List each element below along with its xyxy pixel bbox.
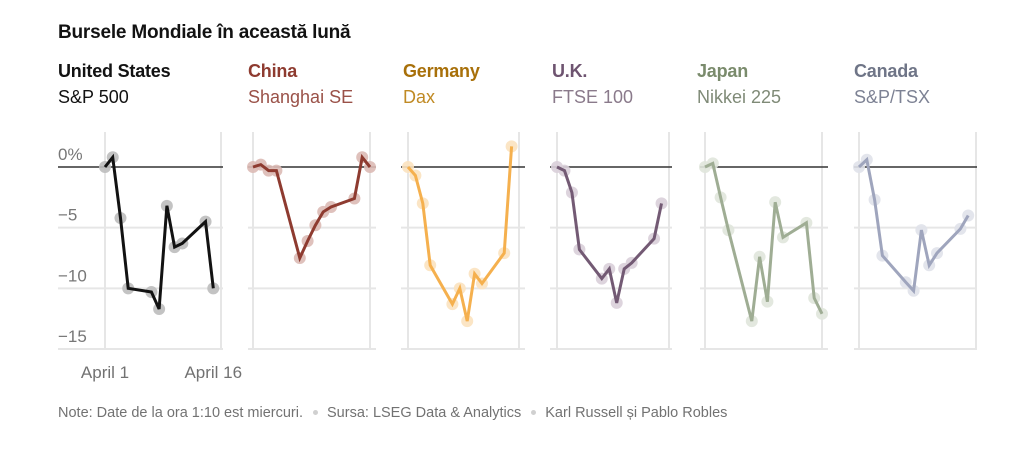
footer: Note: Date de la ora 1:10 est miercuri. S… (58, 405, 727, 421)
index-label: Shanghai SE (248, 87, 354, 107)
panel-header-u-k: U.K. FTSE 100 (552, 60, 633, 109)
data-point-germany (505, 140, 518, 153)
index-label: S&P/TSX (854, 87, 931, 107)
index-label: Nikkei 225 (697, 87, 782, 107)
series-line-united-states (103, 153, 215, 310)
panel-header-china: China Shanghai SE (248, 60, 353, 109)
series-line-germany (406, 146, 514, 322)
series-line-japan (704, 161, 824, 322)
y-tick-label: 0% (58, 145, 83, 164)
country-label: Canada (854, 61, 918, 81)
index-label: Dax (403, 87, 436, 107)
chart-title: Bursele Mondiale în această lună (58, 22, 351, 43)
panel-header-germany: Germany Dax (403, 60, 480, 109)
y-tick-label: −15 (58, 327, 87, 346)
country-label: China (248, 61, 298, 81)
index-label: S&P 500 (58, 87, 129, 107)
footer-note: Note: Date de la ora 1:10 est miercuri. (58, 405, 304, 421)
y-tick-label: −5 (58, 206, 77, 225)
series-line-u-k (556, 165, 663, 304)
x-tick-label: April 1 (81, 363, 129, 382)
country-label: United States (58, 61, 171, 81)
footer-credit: Karl Russell și Pablo Robles (545, 405, 728, 421)
series-line-canada (857, 156, 970, 295)
country-label: Germany (403, 61, 480, 81)
country-label: U.K. (552, 61, 588, 81)
panel-header-united-states: United States S&P 500 (58, 60, 171, 109)
panel-header-canada: Canada S&P/TSX (854, 60, 930, 109)
data-point-u-k (655, 197, 668, 210)
separator-dot-icon (313, 409, 319, 415)
x-tick-label: April 16 (184, 363, 242, 382)
y-tick-label: −10 (58, 266, 87, 285)
separator-dot-icon (531, 409, 537, 415)
country-label: Japan (697, 61, 749, 81)
index-label: FTSE 100 (552, 87, 634, 107)
series-line-china (252, 153, 372, 263)
footer-source: Sursa: LSEG Data & Analytics (327, 405, 522, 421)
data-point-japan (816, 307, 828, 320)
data-point-united-states (207, 282, 220, 295)
panel-header-japan: Japan Nikkei 225 (697, 60, 781, 109)
